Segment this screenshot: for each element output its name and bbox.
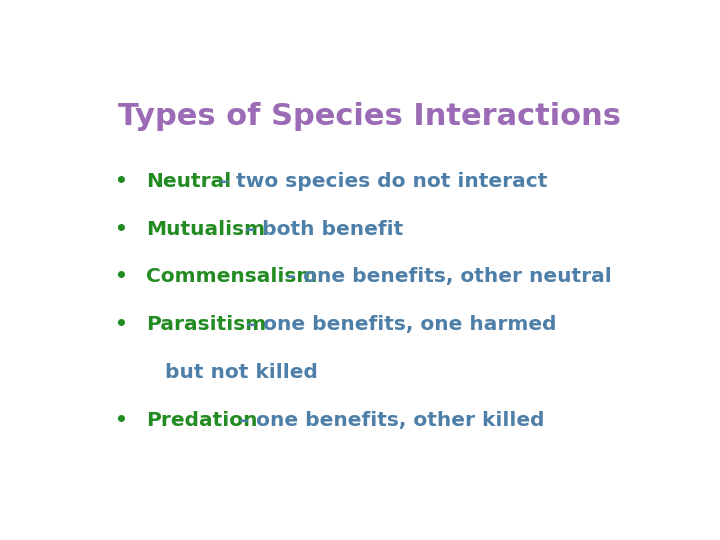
Text: Parasitism: Parasitism [145, 315, 266, 334]
Text: Commensalism: Commensalism [145, 267, 318, 286]
Text: – one benefits, other killed: – one benefits, other killed [233, 411, 545, 430]
Text: •: • [114, 267, 127, 286]
Text: Types of Species Interactions: Types of Species Interactions [117, 102, 621, 131]
Text: – one benefits, other neutral: – one benefits, other neutral [279, 267, 611, 286]
Text: – two species do not interact: – two species do not interact [212, 172, 547, 191]
Text: •: • [114, 220, 127, 239]
Text: – both benefit: – both benefit [238, 220, 403, 239]
Text: Mutualism: Mutualism [145, 220, 265, 239]
Text: •: • [114, 411, 127, 430]
Text: •: • [114, 172, 127, 191]
Text: •: • [114, 315, 127, 334]
Text: – one benefits, one harmed: – one benefits, one harmed [239, 315, 557, 334]
Text: but not killed: but not killed [166, 363, 318, 382]
Text: Neutral: Neutral [145, 172, 231, 191]
Text: Predation: Predation [145, 411, 257, 430]
